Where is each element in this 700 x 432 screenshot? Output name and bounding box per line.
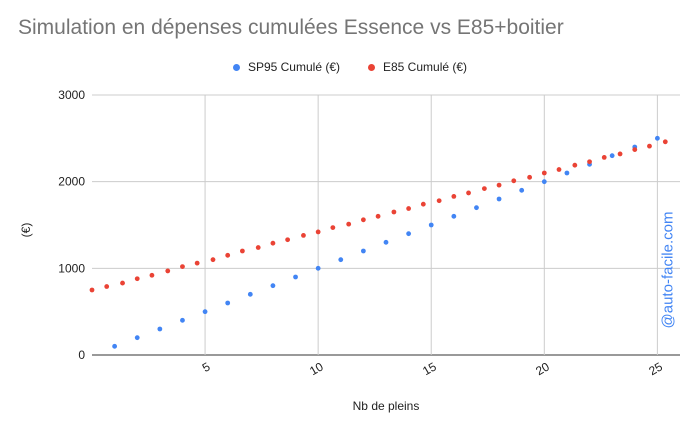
e85-point — [346, 221, 352, 227]
sp95-point — [654, 135, 660, 141]
sp95-point — [134, 335, 140, 341]
x-tick-label: 20 — [533, 359, 552, 378]
e85-point — [391, 209, 397, 215]
sp95-point — [112, 343, 118, 349]
legend-label-sp95: SP95 Cumulé (€) — [247, 60, 340, 74]
e85-point — [406, 206, 412, 211]
e85-point — [194, 260, 200, 266]
x-tick-label: 5 — [200, 359, 213, 375]
e85-point — [556, 167, 562, 172]
e85-point — [375, 213, 381, 219]
e85-point — [360, 217, 366, 223]
sp95-point — [406, 231, 412, 237]
sp95-point — [564, 170, 570, 176]
x-axis-label: Nb de pleins — [353, 399, 420, 413]
sp95-point — [157, 326, 163, 332]
e85-point — [285, 237, 291, 243]
e85-point — [330, 225, 336, 231]
sp95-point — [338, 257, 344, 263]
e85-point — [89, 287, 95, 293]
y-tick-label: 2000 — [58, 175, 85, 189]
sp95-point — [609, 153, 615, 159]
e85-point — [210, 257, 216, 263]
y-tick-label: 1000 — [58, 261, 85, 275]
e85-point — [270, 240, 276, 246]
e85-point — [420, 201, 426, 207]
e85-point — [451, 194, 457, 199]
e85-point — [255, 245, 261, 250]
e85-point — [225, 252, 231, 258]
e85-point — [315, 229, 321, 235]
sp95-point — [247, 291, 253, 297]
watermark-text: @auto-facile.com — [659, 211, 677, 329]
e85-point — [511, 178, 517, 184]
e85-point — [149, 272, 155, 278]
y-tick-label: 0 — [78, 348, 85, 362]
x-tick-label: 25 — [646, 359, 665, 378]
legend-label-e85: E85 Cumulé (€) — [383, 60, 468, 74]
sp95-point — [225, 300, 231, 306]
e85-point — [104, 284, 110, 289]
legend-swatch-e85 — [368, 63, 375, 71]
e85-point — [165, 268, 171, 274]
sp95-point — [428, 222, 434, 228]
sp95-point — [519, 187, 525, 193]
e85-point — [541, 170, 547, 176]
legend-item-e85: E85 Cumulé (€) — [368, 60, 467, 74]
e85-point — [632, 147, 638, 153]
sp95-point — [202, 309, 208, 315]
legend: SP95 Cumulé (€) E85 Cumulé (€) — [0, 60, 700, 74]
legend-item-sp95: SP95 Cumulé (€) — [232, 60, 340, 74]
e85-point — [527, 174, 533, 180]
sp95-point — [496, 196, 502, 202]
e85-point — [587, 159, 592, 165]
e85-point — [436, 198, 442, 204]
sp95-point — [180, 317, 185, 323]
e85-point — [647, 143, 652, 149]
y-tick-label: 3000 — [58, 88, 85, 102]
sp95-point — [541, 179, 547, 185]
sp95-point — [270, 283, 276, 289]
sp95-point — [474, 205, 479, 211]
e85-point — [466, 190, 471, 196]
e85-point — [481, 186, 487, 192]
e85-point — [180, 264, 185, 269]
e85-point — [496, 182, 502, 188]
grid — [92, 94, 680, 356]
x-tick-label: 10 — [307, 359, 326, 378]
sp95-point — [383, 239, 389, 245]
legend-swatch-sp95 — [232, 63, 240, 71]
sp95-point — [315, 265, 321, 271]
data-points — [89, 135, 668, 349]
y-axis-label: (€) — [19, 223, 33, 238]
e85-point — [239, 248, 245, 254]
e85-point — [120, 280, 125, 286]
e85-point — [301, 233, 306, 238]
sp95-point — [360, 248, 366, 254]
x-tick-label: 15 — [420, 359, 439, 378]
e85-point — [572, 162, 578, 168]
sp95-point — [293, 274, 298, 280]
e85-point — [134, 276, 140, 282]
tick-labels: 0 1000 2000 3000 5 10 15 20 25 — [58, 88, 665, 378]
chart-title: Simulation en dépenses cumulées Essence … — [18, 16, 564, 39]
sp95-point — [451, 213, 457, 219]
e85-point — [601, 155, 607, 160]
e85-point — [662, 139, 668, 145]
e85-point — [617, 151, 623, 157]
